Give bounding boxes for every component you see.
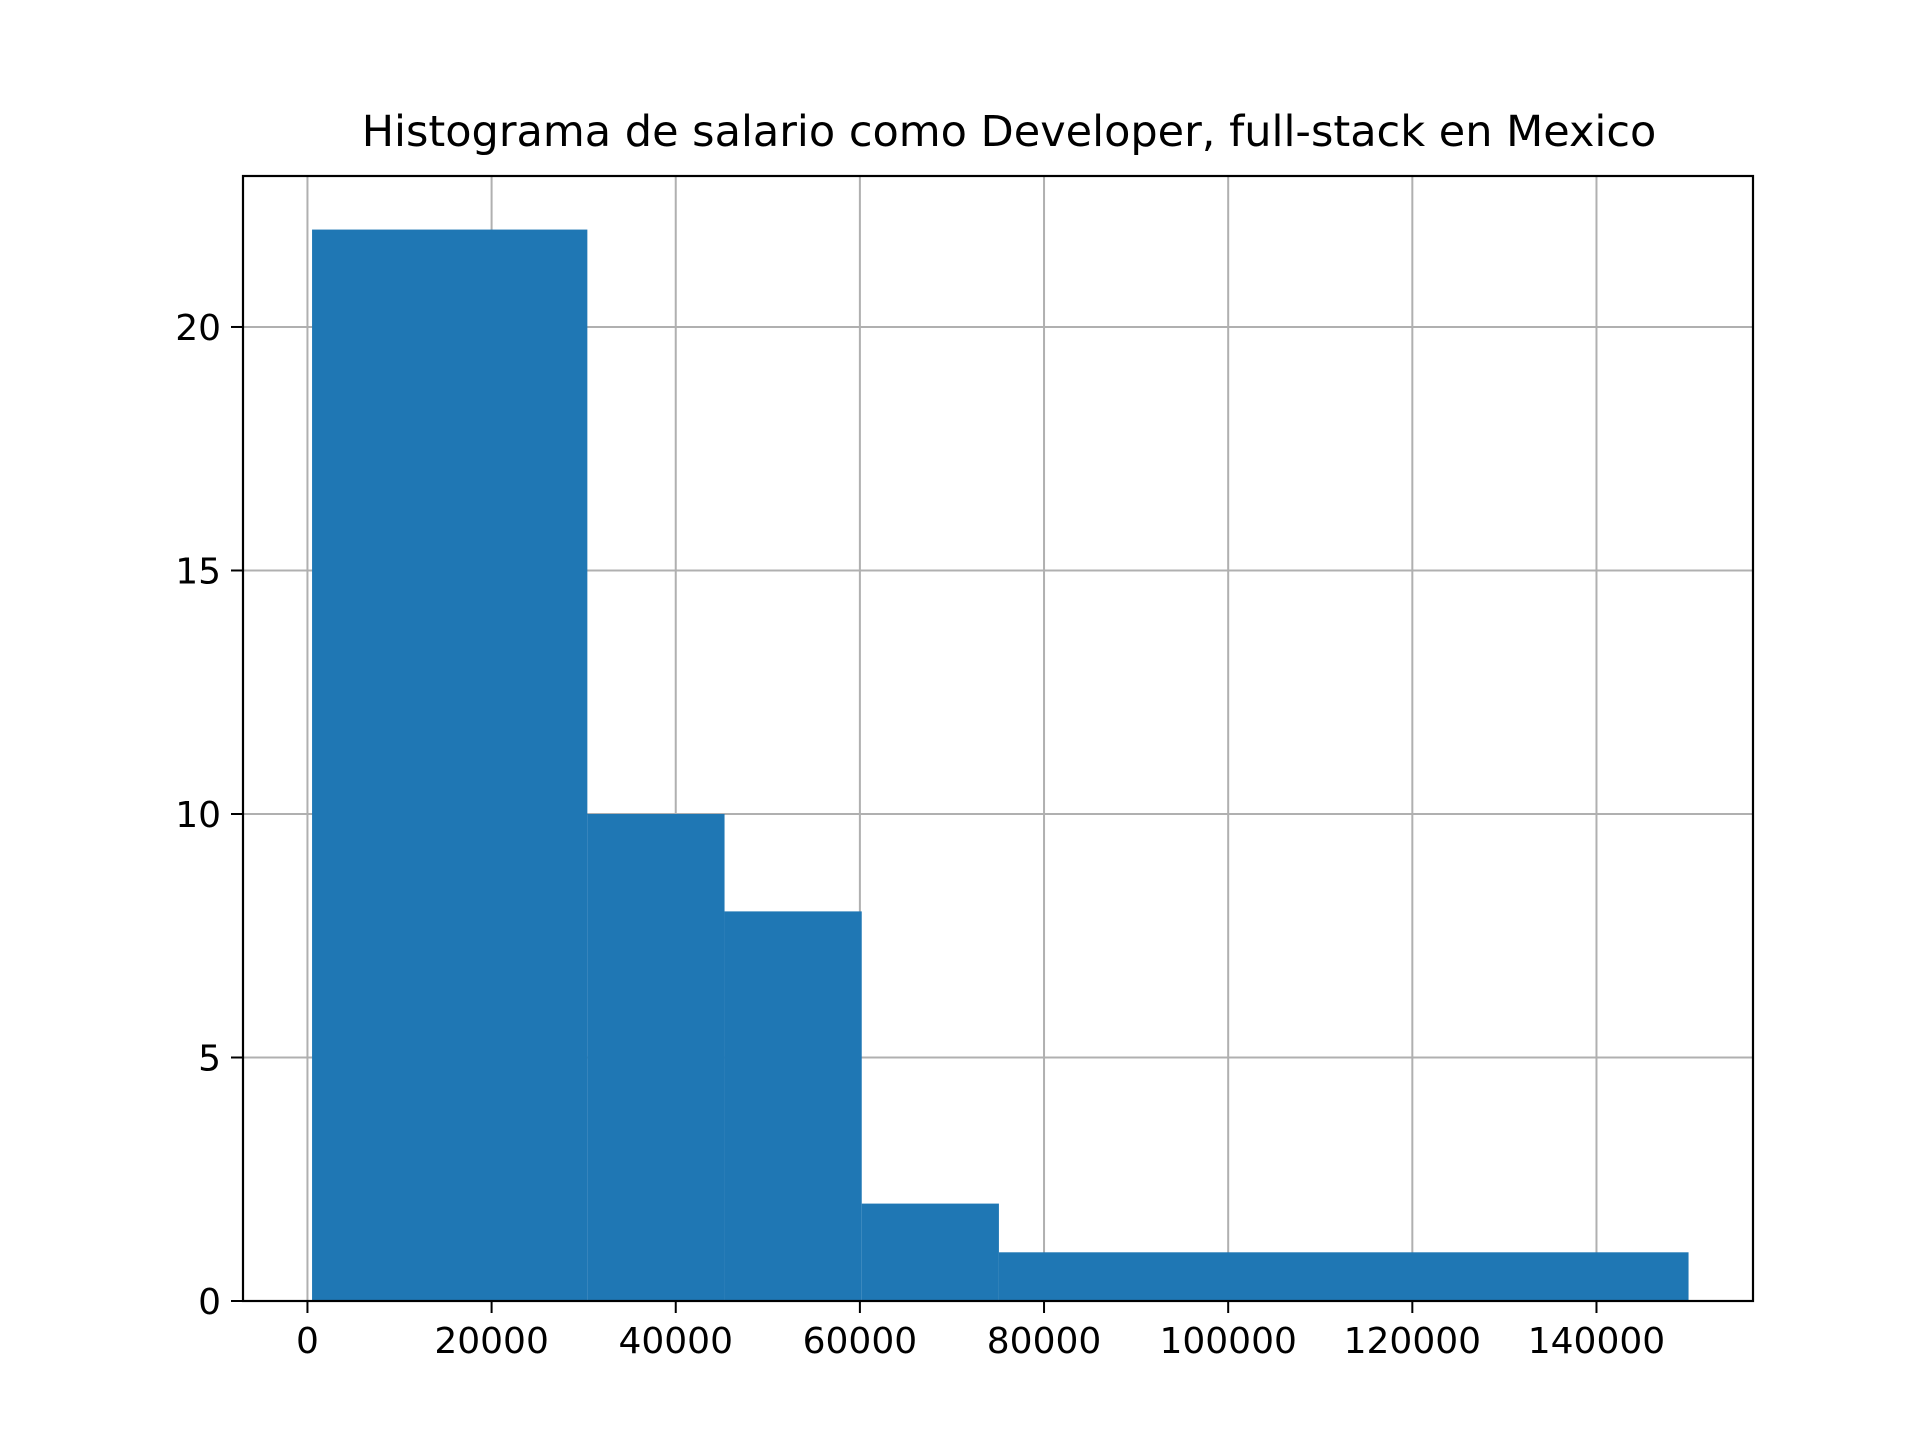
chart-title: Histograma de salario como Developer, fu… — [362, 107, 1657, 157]
histogram-bar-1 — [587, 813, 725, 1301]
histogram-bar-3 — [861, 1203, 999, 1301]
histogram-bar-4 — [998, 1252, 1689, 1301]
histogram-bars — [312, 229, 1689, 1302]
y-tick-label-2: 10 — [175, 795, 221, 836]
axes-frame — [241, 174, 1755, 1303]
histogram-bar-2 — [724, 911, 862, 1301]
x-tick-label-6: 120000 — [1344, 1321, 1481, 1362]
x-tick-label-3: 60000 — [803, 1321, 918, 1362]
histogram-bar-0 — [312, 229, 588, 1302]
y-axis: 0 5 10 15 20 — [175, 308, 243, 1323]
y-tick-label-3: 15 — [175, 551, 221, 592]
y-tick-label-0: 0 — [198, 1282, 221, 1323]
x-tick-label-5: 100000 — [1159, 1321, 1296, 1362]
x-tick-label-7: 140000 — [1528, 1321, 1665, 1362]
x-tick-label-1: 20000 — [434, 1321, 549, 1362]
y-tick-label-1: 5 — [198, 1038, 221, 1079]
y-tick-label-4: 20 — [175, 308, 221, 349]
x-tick-label-4: 80000 — [987, 1321, 1102, 1362]
x-tick-label-0: 0 — [296, 1321, 319, 1362]
x-axis: 0 20000 40000 60000 80000 100000 120000 140000 — [296, 1301, 1665, 1362]
x-tick-label-2: 40000 — [618, 1321, 733, 1362]
